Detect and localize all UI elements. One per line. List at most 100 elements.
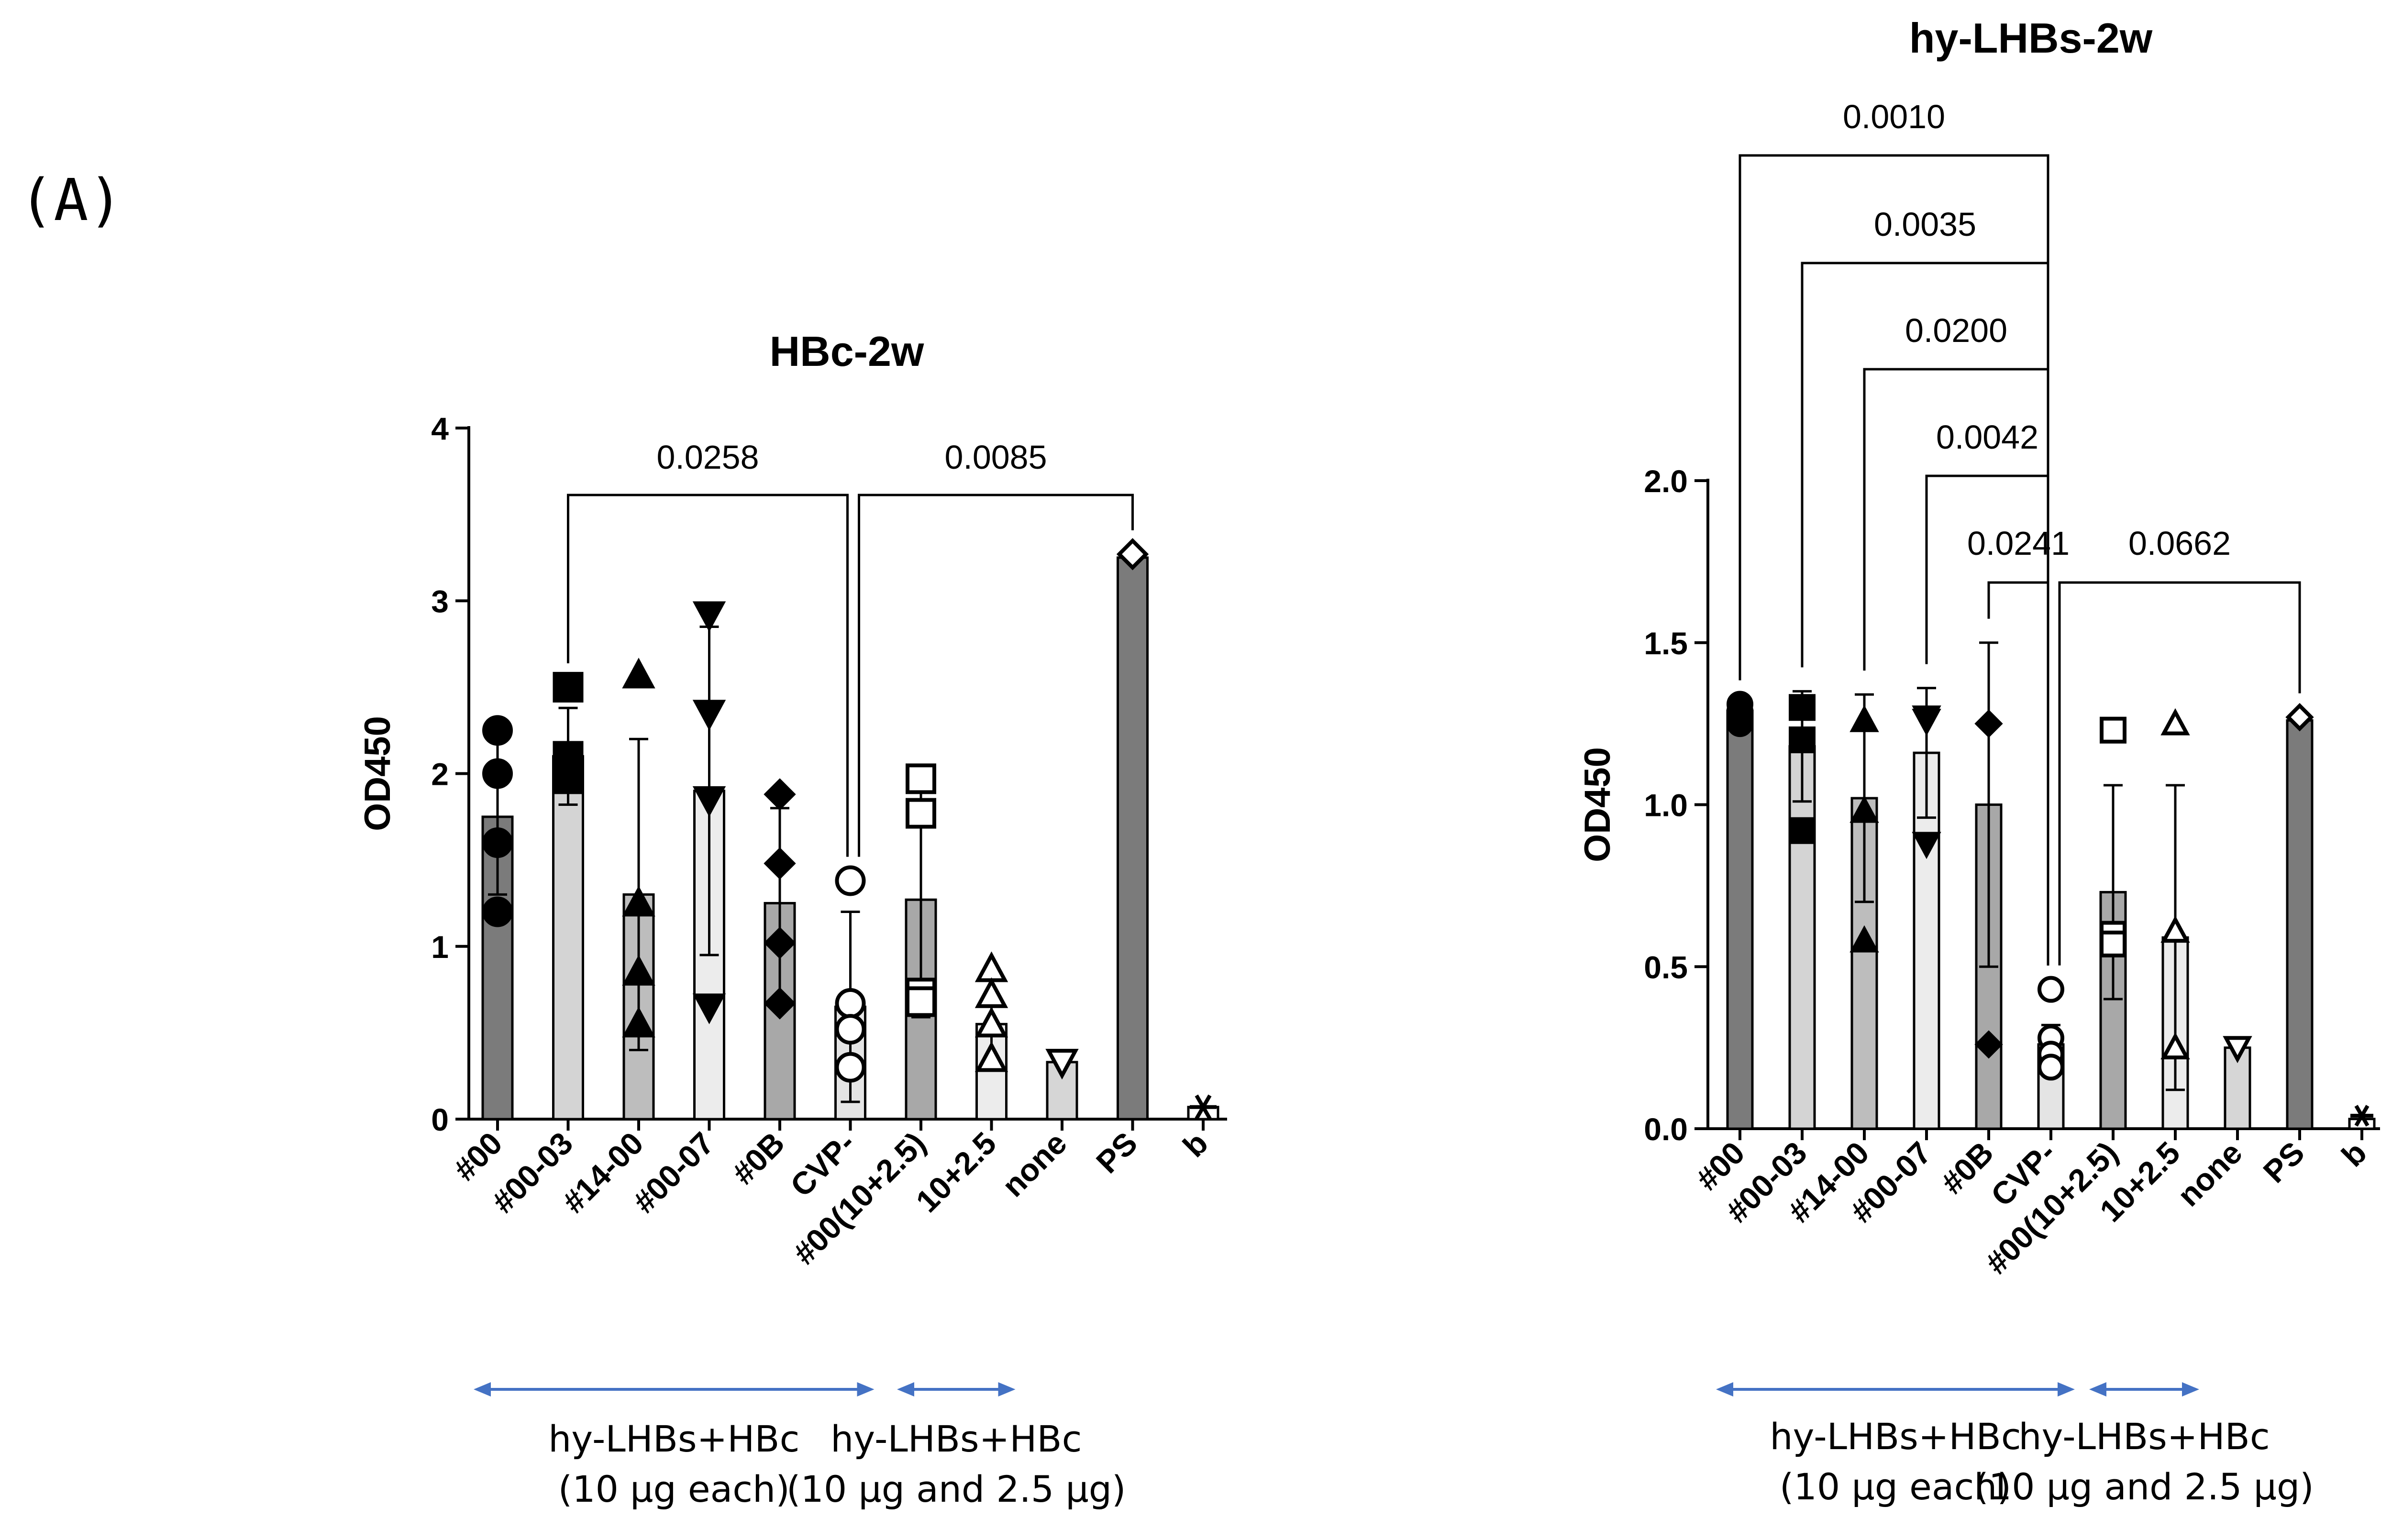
significance-bracket: 0.0085 xyxy=(858,439,1134,857)
data-point-triangle-open xyxy=(2160,1032,2190,1060)
data-point-square-filled xyxy=(1789,694,1816,721)
x-tick-label: #00-03 xyxy=(485,1125,580,1220)
bar-00-03 xyxy=(1788,745,1816,1130)
y-tick-label: 0.5 xyxy=(1644,949,1688,985)
y-axis-label: OD450 xyxy=(357,716,398,831)
data-point-square-filled xyxy=(1789,817,1816,844)
data-point-circle-filled xyxy=(482,758,513,789)
x-tick-label: #00 xyxy=(447,1125,509,1188)
data-point-diamond-filled xyxy=(764,778,796,811)
data-point-circle-open xyxy=(835,1052,866,1083)
p-value-label: 0.0035 xyxy=(1874,206,1976,243)
data-point-triangle-down-filled xyxy=(1912,832,1941,859)
group-arrow xyxy=(474,1382,875,1397)
bar-ps xyxy=(1117,556,1149,1121)
data-point-triangle-down-filled xyxy=(692,993,726,1024)
data-point-circle-filled xyxy=(482,827,513,858)
data-point-triangle-open xyxy=(2160,708,2190,736)
arrow-head-left xyxy=(474,1382,491,1397)
y-tick-label: 3 xyxy=(431,583,449,619)
group-arrow xyxy=(1716,1382,2075,1397)
chart-title: HBc-2w xyxy=(770,328,924,375)
data-point-triangle-down-filled xyxy=(1912,708,1941,736)
data-point-diamond-filled xyxy=(764,926,796,959)
data-point-circle-filled xyxy=(482,896,513,927)
data-point-square-filled xyxy=(1789,726,1816,753)
p-value-label: 0.0200 xyxy=(1905,312,2007,349)
bracket-line xyxy=(567,494,849,857)
x-tick-label: #14-00 xyxy=(555,1125,650,1220)
chart-hbc-2w: HBc-2w OD450 0 1 2 3 4 #00#00-03#14-00#00-07 #0B… xyxy=(357,328,1227,1510)
data-point-triangle-down-open xyxy=(1045,1048,1079,1080)
data-point-triangle-down-open xyxy=(2223,1036,2252,1064)
data-point-triangle-open xyxy=(2160,915,2190,943)
x-tick-label: PS xyxy=(2256,1135,2311,1190)
x-tick-label: PS xyxy=(1089,1125,1144,1180)
data-point-triangle-down-filled xyxy=(692,700,726,731)
data-point-triangle-filled xyxy=(622,1006,655,1038)
arrow-head-right xyxy=(857,1382,875,1397)
group-label-line1: hy-LHBs+HBc xyxy=(548,1418,799,1460)
data-point-triangle-filled xyxy=(622,955,655,986)
p-value-label: 0.0258 xyxy=(656,439,759,476)
p-value-label: 0.0662 xyxy=(2128,525,2231,562)
data-point-diamond-filled xyxy=(764,847,796,880)
significance-bracket: 0.0258 xyxy=(567,439,849,857)
data-point-square-filled xyxy=(553,671,584,703)
chart-hy-lhbs-2w: hy-LHBs-2wOD4500.00.51.01.52.0#00#00-03#… xyxy=(1577,14,2380,1508)
chart-title: hy-LHBs-2w xyxy=(1909,14,2153,62)
group-label-line1: hy-LHBs+HBc xyxy=(831,1418,1082,1460)
bracket-line xyxy=(2058,581,2301,966)
bar-00 xyxy=(1726,709,1754,1130)
group-arrow xyxy=(2089,1382,2199,1397)
p-value-label: 0.0241 xyxy=(1967,525,2070,562)
data-point-triangle-filled xyxy=(1849,704,1879,732)
data-point-diamond-open xyxy=(1116,538,1149,571)
data-point-circle-filled xyxy=(1727,710,1753,737)
x-tick-label: none xyxy=(995,1125,1074,1204)
data-point-triangle-filled xyxy=(1849,925,1879,953)
p-value-label: 0.0042 xyxy=(1936,418,2038,456)
data-point-diamond-filled xyxy=(764,987,796,1020)
group-label-line2: (10 μg and 2.5 μg) xyxy=(1974,1465,2314,1508)
bracket-line xyxy=(858,494,1134,857)
x-tick-label: #0B xyxy=(725,1125,791,1191)
bracket-line xyxy=(1987,581,2049,966)
data-point-triangle-filled xyxy=(622,886,655,917)
arrow-head-left xyxy=(1716,1382,1733,1397)
data-point-triangle-open xyxy=(975,1006,1008,1038)
data-point-triangle-open xyxy=(975,1041,1008,1072)
group-label-line2: (10 μg and 2.5 μg) xyxy=(786,1468,1126,1510)
arrow-head-left xyxy=(897,1382,914,1397)
y-tick-label: 0.0 xyxy=(1644,1111,1688,1147)
significance-bracket: 0.0241 xyxy=(1967,525,2070,966)
x-tick-label: #00-07 xyxy=(626,1125,721,1220)
x-tick-label: b xyxy=(2335,1135,2373,1174)
bar-00-03 xyxy=(552,755,584,1121)
y-tick-label: 2.0 xyxy=(1644,463,1688,499)
bar-none xyxy=(1046,1061,1078,1121)
arrow-head-right xyxy=(2182,1382,2199,1397)
data-point-triangle-open xyxy=(975,951,1008,982)
data-point-triangle-filled xyxy=(622,658,655,689)
bar-ps xyxy=(2286,719,2314,1130)
p-value-label: 0.0010 xyxy=(1843,98,1945,135)
data-point-circle-open xyxy=(835,1014,866,1045)
arrow-head-right xyxy=(2058,1382,2075,1397)
data-point-square-open xyxy=(2100,930,2126,957)
data-point-diamond-open xyxy=(2285,703,2314,732)
y-tick-label: 1.5 xyxy=(1644,626,1688,661)
data-point-circle-open xyxy=(835,988,866,1019)
y-axis-label: OD450 xyxy=(1577,747,1618,862)
group-label-line2: (10 μg each) xyxy=(1780,1465,2011,1508)
data-point-circle-filled xyxy=(482,715,513,746)
data-point-triangle-filled xyxy=(1849,795,1879,823)
y-tick-label: 1.0 xyxy=(1644,788,1688,823)
group-label-line2: (10 μg each) xyxy=(558,1468,790,1510)
data-point-circle-open xyxy=(2038,1054,2064,1081)
data-point-triangle-down-filled xyxy=(692,786,726,817)
data-point-square-filled xyxy=(553,763,584,794)
panel-label: (A) xyxy=(19,167,123,234)
x-tick-label: b xyxy=(1176,1125,1215,1164)
